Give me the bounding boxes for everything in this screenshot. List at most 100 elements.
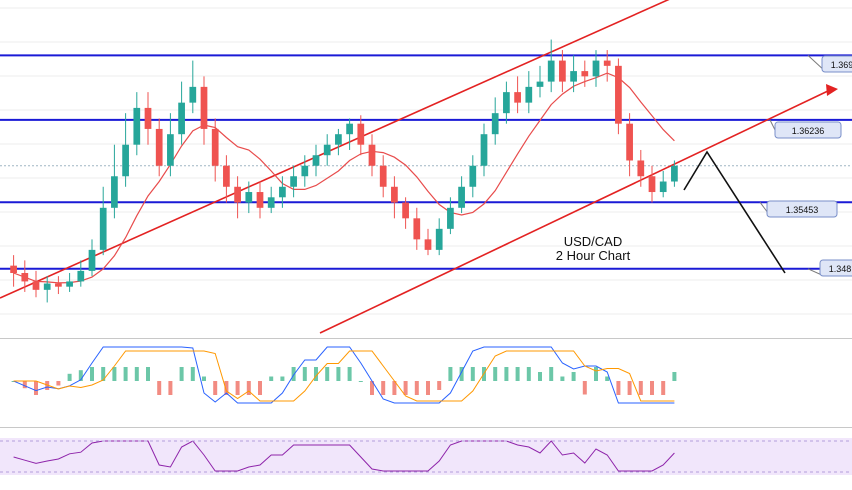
candle-body bbox=[77, 270, 85, 282]
candle-body bbox=[469, 165, 477, 187]
level-tag-label: 1.348 bbox=[829, 264, 852, 274]
macd-bar bbox=[336, 367, 341, 381]
level-tag-box bbox=[774, 121, 842, 139]
candle-body bbox=[133, 107, 141, 145]
macd-bar bbox=[538, 372, 542, 381]
macd-bar bbox=[616, 381, 621, 395]
macd-bar bbox=[560, 376, 565, 381]
macd-bar bbox=[134, 367, 139, 381]
candle-body bbox=[413, 218, 421, 240]
macd-bar bbox=[325, 367, 330, 381]
macd-bar bbox=[101, 367, 106, 381]
candle-body bbox=[648, 176, 656, 193]
macd-bar bbox=[56, 381, 61, 386]
macd-bar bbox=[269, 376, 274, 381]
candle-body bbox=[234, 186, 241, 203]
candle-body bbox=[379, 165, 387, 187]
macd-bar bbox=[78, 370, 83, 381]
macd-bar bbox=[190, 367, 195, 381]
projection-path bbox=[683, 150, 786, 274]
candle-body bbox=[659, 181, 667, 193]
macd-panel bbox=[11, 346, 677, 404]
candle-body bbox=[245, 192, 253, 203]
candle-body bbox=[88, 249, 96, 271]
candle-body bbox=[447, 207, 454, 229]
signal-line bbox=[13, 350, 675, 402]
macd-bar bbox=[358, 381, 363, 382]
candle-body bbox=[290, 176, 297, 187]
candle-body bbox=[357, 123, 365, 145]
candle-body bbox=[581, 71, 589, 77]
macd-bar bbox=[291, 367, 296, 381]
macd-bar bbox=[34, 381, 38, 395]
candle-body bbox=[301, 165, 309, 177]
macd-bar bbox=[605, 376, 610, 381]
candle-body bbox=[66, 281, 73, 287]
level-tag-label: 1.36236 bbox=[792, 126, 825, 136]
candle-body bbox=[21, 273, 29, 282]
channel-lower-line bbox=[319, 89, 831, 334]
macd-bar bbox=[179, 367, 184, 381]
macd-bar bbox=[672, 372, 677, 381]
rsi-panel bbox=[0, 440, 852, 473]
candle-body bbox=[458, 186, 465, 208]
candle-body bbox=[368, 144, 376, 166]
macd-bar bbox=[22, 381, 27, 389]
candle-body bbox=[525, 86, 533, 103]
macd-bar bbox=[235, 381, 240, 395]
candle-body bbox=[335, 134, 342, 145]
macd-bar bbox=[381, 381, 386, 395]
candle-body bbox=[503, 92, 510, 114]
candle-body bbox=[514, 92, 521, 103]
candle-body bbox=[279, 186, 286, 198]
macd-bar bbox=[258, 381, 262, 395]
candle-body bbox=[346, 123, 353, 135]
macd-bar bbox=[414, 381, 419, 395]
macd-bar bbox=[470, 367, 475, 381]
rsi-line bbox=[13, 440, 675, 472]
candle-body bbox=[167, 134, 174, 166]
macd-bar bbox=[392, 381, 397, 395]
macd-bar bbox=[582, 381, 587, 395]
candle-body bbox=[32, 281, 40, 290]
chart-annotation-timeframe: 2 Hour Chart bbox=[556, 248, 631, 263]
macd-bar bbox=[67, 373, 72, 381]
candle-body bbox=[111, 176, 118, 208]
candle-body bbox=[603, 60, 611, 66]
candle-body bbox=[223, 165, 230, 187]
candle-body bbox=[536, 81, 544, 87]
channel-upper-line bbox=[0, 0, 670, 299]
macd-bar bbox=[594, 367, 598, 381]
macd-bar bbox=[123, 367, 128, 381]
macd-bar bbox=[246, 381, 251, 395]
macd-bar bbox=[515, 367, 520, 381]
level-tag-label: 1.35453 bbox=[786, 205, 819, 215]
macd-bar bbox=[370, 381, 374, 395]
macd-bar bbox=[426, 381, 430, 395]
horizontal-levels bbox=[0, 54, 852, 270]
macd-bar bbox=[437, 381, 442, 390]
level-price-tags: 1.369 1.36236 1.35453 1.348 bbox=[759, 54, 852, 277]
macd-bar bbox=[314, 367, 318, 381]
macd-bar bbox=[347, 367, 352, 381]
candle-body bbox=[637, 160, 645, 177]
candle-body bbox=[267, 197, 275, 208]
candle-body bbox=[424, 239, 432, 250]
projection-line bbox=[683, 150, 786, 274]
candle-body bbox=[155, 128, 163, 166]
trend-channel bbox=[0, 0, 838, 334]
candle-body bbox=[671, 165, 678, 182]
macd-bar bbox=[280, 376, 285, 381]
macd-bar bbox=[302, 367, 307, 381]
candle-body bbox=[615, 65, 622, 124]
macd-bar bbox=[504, 367, 509, 381]
macd-bar bbox=[448, 367, 453, 381]
macd-divider bbox=[0, 338, 852, 339]
macd-bar bbox=[549, 367, 554, 381]
grid-lines bbox=[0, 7, 852, 315]
candle-body bbox=[480, 134, 488, 166]
level-tag-box bbox=[766, 200, 838, 218]
candle-body bbox=[122, 144, 129, 177]
